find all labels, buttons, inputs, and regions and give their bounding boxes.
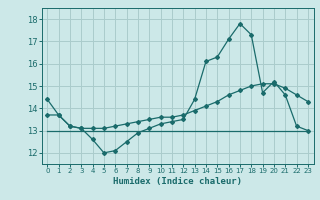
X-axis label: Humidex (Indice chaleur): Humidex (Indice chaleur) <box>113 177 242 186</box>
